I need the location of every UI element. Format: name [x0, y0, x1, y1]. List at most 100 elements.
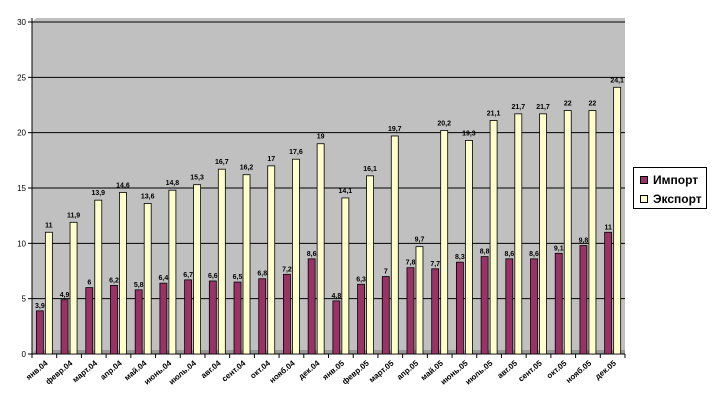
bar-export	[613, 86, 622, 355]
x-tick-label: апр.04	[99, 358, 125, 382]
data-label-import: 7,2	[282, 266, 292, 273]
data-label-export: 11,9	[67, 212, 80, 219]
bar-export	[193, 184, 202, 355]
bar-export	[242, 174, 251, 355]
data-label-export: 17,6	[289, 149, 303, 156]
bar-export	[267, 165, 276, 355]
bar-export	[292, 158, 300, 355]
x-tick-label: апр.05	[395, 358, 421, 382]
data-label-import: 7,8	[406, 260, 416, 267]
data-label-export: 21,7	[536, 104, 550, 111]
data-label-export: 15,3	[190, 175, 204, 182]
bar-export	[69, 221, 78, 355]
data-label-import: 6,2	[109, 277, 119, 284]
data-label-import: 7,7	[430, 261, 440, 268]
x-tick-label: март.05	[367, 358, 396, 384]
data-label-import: 8,6	[529, 251, 539, 258]
data-label-export: 22	[564, 101, 572, 108]
bar-import	[208, 280, 217, 355]
data-label-export: 16,1	[363, 166, 377, 173]
bar-export	[440, 130, 449, 355]
data-label-export: 16,7	[215, 159, 229, 166]
bar-export	[563, 110, 572, 355]
data-label-import: 8,3	[455, 254, 465, 261]
bar-import	[431, 268, 440, 355]
data-label-import: 9,1	[554, 245, 564, 252]
data-label-import: 6,6	[208, 273, 218, 280]
bar-export	[464, 140, 473, 355]
bar-import	[35, 310, 44, 355]
legend-item-import: Импорт	[640, 173, 698, 187]
plot-background	[32, 18, 625, 354]
legend-label-export: Экспорт	[653, 192, 702, 206]
data-label-export: 21,1	[487, 110, 501, 117]
x-tick-label: сент.05	[517, 358, 545, 383]
bar-import	[110, 284, 118, 355]
x-tick-label: дек.04	[297, 358, 322, 381]
data-label-import: 11	[604, 224, 612, 231]
x-tick-label: дек.05	[593, 358, 618, 381]
legend-swatch-export	[640, 195, 648, 203]
bar-import	[159, 282, 168, 355]
data-label-import: 6,3	[356, 276, 366, 283]
bar-export	[94, 199, 103, 355]
data-label-import: 6,4	[159, 275, 169, 282]
data-label-export: 19	[317, 134, 325, 141]
data-label-import: 5,8	[134, 282, 144, 289]
bar-import	[579, 245, 588, 355]
data-label-import: 4,9	[60, 292, 70, 299]
y-tick-label: 20	[17, 129, 26, 138]
x-tick-label: февр.04	[44, 358, 75, 386]
bar-import	[480, 256, 489, 355]
y-tick-label: 0	[22, 350, 27, 359]
y-tick-label: 30	[17, 18, 26, 27]
data-label-export: 16,2	[240, 165, 254, 172]
bar-export	[44, 231, 53, 355]
bar-import	[85, 287, 94, 355]
y-tick-label: 15	[17, 184, 26, 193]
x-tick-label: нояб.04	[268, 358, 297, 385]
legend-item-export: Экспорт	[640, 192, 702, 206]
data-label-export: 13,6	[141, 193, 155, 200]
bar-export	[119, 192, 127, 355]
data-label-export: 21,7	[512, 104, 526, 111]
bar-export	[217, 168, 226, 355]
x-tick-label: июль.05	[464, 358, 495, 386]
data-label-export: 22	[589, 101, 597, 108]
bar-import	[357, 283, 365, 355]
x-tick-label: июль.04	[167, 358, 198, 386]
data-label-import: 8,8	[480, 249, 490, 256]
legend-label-import: Импорт	[653, 173, 699, 187]
data-label-import: 6,8	[257, 271, 267, 278]
bar-import	[332, 300, 341, 355]
bar-export	[168, 189, 177, 355]
x-tick-label: март.04	[71, 358, 100, 384]
bar-import	[258, 278, 267, 355]
bar-import	[455, 261, 464, 355]
bar-export	[588, 110, 597, 355]
data-label-export: 14,6	[116, 182, 130, 189]
bar-export	[366, 175, 374, 355]
plot-floor	[32, 350, 625, 354]
x-tick-label: февр.05	[340, 358, 371, 386]
data-label-export: 9,7	[415, 237, 425, 244]
bar-import	[60, 299, 69, 355]
bar-import	[381, 276, 390, 355]
bar-import	[406, 267, 415, 355]
bar-export	[514, 113, 523, 355]
data-label-export: 24,1	[610, 77, 624, 84]
bar-export	[539, 113, 547, 355]
bar-import	[134, 289, 143, 355]
data-label-import: 4,8	[331, 293, 341, 300]
y-tick-label: 25	[17, 73, 26, 82]
data-label-import: 3,9	[35, 303, 45, 310]
data-label-import: 6	[87, 280, 91, 287]
bar-import	[505, 258, 514, 355]
legend: Импорт Экспорт	[633, 167, 707, 209]
data-label-export: 19,7	[388, 126, 402, 133]
y-tick-label: 5	[22, 295, 27, 304]
bar-export	[415, 246, 424, 355]
bar-import	[184, 279, 193, 355]
bar-export	[489, 120, 498, 355]
data-label-import: 8,6	[504, 251, 514, 258]
